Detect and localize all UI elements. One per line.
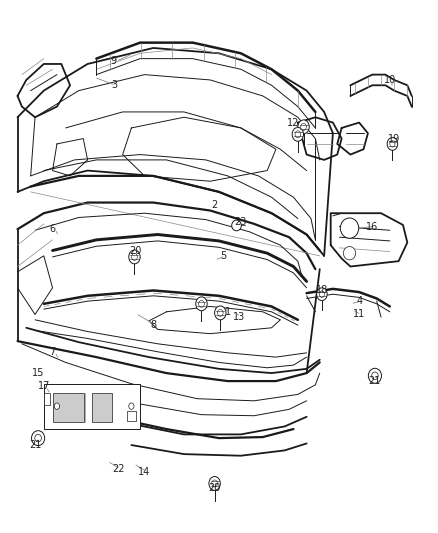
Ellipse shape — [232, 220, 241, 231]
Ellipse shape — [371, 372, 378, 379]
Ellipse shape — [32, 431, 45, 446]
Text: 16: 16 — [366, 222, 378, 231]
Ellipse shape — [54, 403, 60, 409]
Text: 11: 11 — [353, 310, 365, 319]
Ellipse shape — [368, 368, 381, 383]
Text: 12: 12 — [287, 118, 300, 127]
Text: 20: 20 — [130, 246, 142, 255]
Text: 6: 6 — [49, 224, 56, 234]
Ellipse shape — [300, 124, 306, 130]
Text: 23: 23 — [234, 217, 246, 227]
Ellipse shape — [129, 250, 140, 264]
Ellipse shape — [317, 288, 327, 301]
Text: 5: 5 — [220, 251, 226, 261]
Ellipse shape — [292, 127, 304, 141]
Ellipse shape — [319, 291, 325, 297]
Text: 8: 8 — [150, 320, 156, 330]
Text: 9: 9 — [111, 56, 117, 66]
Text: 22: 22 — [112, 464, 124, 474]
Text: 19: 19 — [388, 134, 400, 143]
Text: 10: 10 — [384, 75, 396, 85]
Text: 14: 14 — [138, 467, 151, 477]
Text: 21: 21 — [30, 440, 42, 450]
Ellipse shape — [390, 141, 395, 147]
Ellipse shape — [131, 254, 138, 260]
Text: 17: 17 — [38, 382, 50, 391]
Ellipse shape — [35, 434, 41, 442]
Bar — [53, 393, 84, 422]
Bar — [127, 411, 136, 421]
Text: 7: 7 — [49, 347, 56, 357]
Text: 4: 4 — [356, 296, 362, 306]
Text: 20: 20 — [208, 483, 221, 492]
Text: 18: 18 — [316, 286, 328, 295]
Text: 2: 2 — [212, 200, 218, 210]
Ellipse shape — [196, 297, 207, 311]
Ellipse shape — [295, 131, 300, 138]
Bar — [44, 393, 50, 405]
Ellipse shape — [212, 480, 217, 487]
Ellipse shape — [215, 306, 226, 320]
Ellipse shape — [217, 309, 223, 316]
Ellipse shape — [387, 138, 398, 150]
Text: 13: 13 — [233, 312, 245, 322]
Text: 15: 15 — [32, 368, 45, 378]
Ellipse shape — [298, 120, 309, 134]
Bar — [92, 393, 112, 422]
Text: 1: 1 — [225, 307, 231, 317]
Text: 3: 3 — [111, 80, 117, 90]
Text: 21: 21 — [368, 376, 381, 386]
Ellipse shape — [340, 218, 359, 238]
Ellipse shape — [199, 301, 204, 307]
Bar — [44, 384, 140, 429]
Ellipse shape — [209, 477, 220, 490]
Ellipse shape — [343, 246, 356, 260]
Ellipse shape — [129, 403, 134, 409]
